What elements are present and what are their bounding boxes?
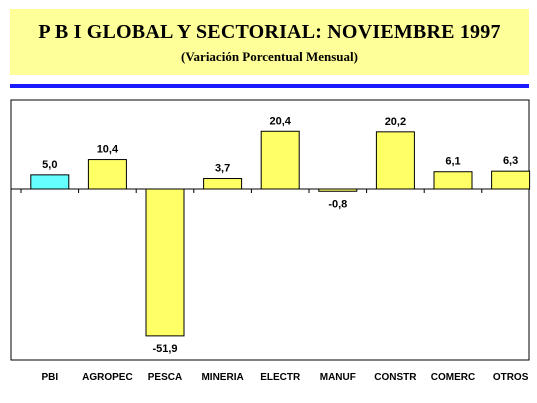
data-label: 20,4: [269, 115, 291, 127]
category-label: MANUF: [320, 372, 356, 383]
category-label: OTROS: [493, 372, 529, 383]
bar: [87, 159, 127, 190]
data-label: -0,8: [328, 198, 347, 210]
data-label: -51,9: [152, 343, 177, 355]
title-banner: P B I GLOBAL Y SECTORIAL: NOVIEMBRE 1997…: [10, 9, 529, 75]
data-label: 6,3: [503, 155, 518, 167]
category-label: ELECTR: [260, 372, 301, 383]
category-label: COMERC: [431, 372, 475, 383]
category-label: PBI: [41, 372, 58, 383]
category-label: AGROPEC: [82, 372, 133, 383]
bar: [491, 170, 531, 190]
category-label: MINERIA: [201, 372, 243, 383]
bar: [260, 130, 300, 190]
chart-title: P B I GLOBAL Y SECTORIAL: NOVIEMBRE 1997: [38, 21, 501, 43]
bar: [433, 171, 473, 190]
data-label: 20,2: [385, 116, 406, 128]
data-label: 3,7: [215, 163, 230, 175]
bar: [318, 188, 358, 192]
bar: [145, 188, 185, 337]
data-label: 5,0: [42, 159, 57, 171]
category-label: CONSTR: [374, 372, 417, 383]
category-label: PESCA: [148, 372, 182, 383]
bar: [375, 131, 415, 190]
data-label: 6,1: [445, 156, 460, 168]
bar: [30, 174, 70, 190]
bar: [203, 178, 243, 190]
divider-rule: [10, 84, 529, 88]
data-label: 10,4: [97, 144, 119, 156]
chart-subtitle: (Variación Porcentual Mensual): [181, 49, 358, 64]
